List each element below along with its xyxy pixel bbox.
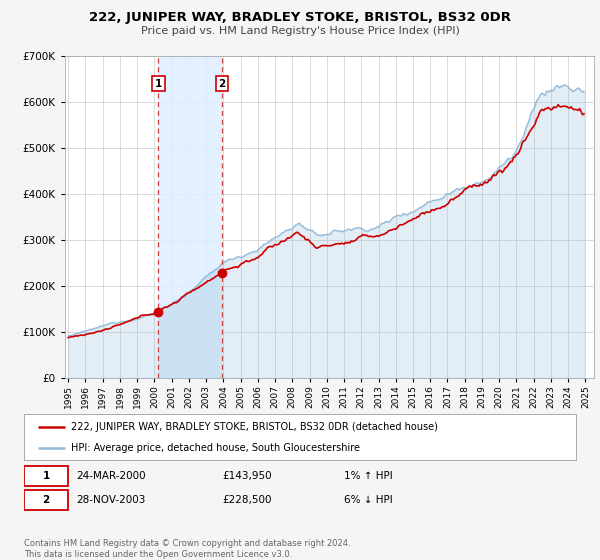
- Text: Price paid vs. HM Land Registry's House Price Index (HPI): Price paid vs. HM Land Registry's House …: [140, 26, 460, 36]
- FancyBboxPatch shape: [24, 490, 68, 510]
- Text: 222, JUNIPER WAY, BRADLEY STOKE, BRISTOL, BS32 0DR (detached house): 222, JUNIPER WAY, BRADLEY STOKE, BRISTOL…: [71, 422, 438, 432]
- Text: 24-MAR-2000: 24-MAR-2000: [76, 471, 146, 481]
- Text: 2: 2: [43, 495, 50, 505]
- Text: HPI: Average price, detached house, South Gloucestershire: HPI: Average price, detached house, Sout…: [71, 443, 360, 453]
- Text: Contains HM Land Registry data © Crown copyright and database right 2024.
This d: Contains HM Land Registry data © Crown c…: [24, 539, 350, 559]
- Text: 2: 2: [218, 78, 226, 88]
- Text: 1: 1: [43, 471, 50, 481]
- Text: £228,500: £228,500: [223, 495, 272, 505]
- FancyBboxPatch shape: [24, 466, 68, 486]
- Text: 6% ↓ HPI: 6% ↓ HPI: [344, 495, 393, 505]
- Text: 222, JUNIPER WAY, BRADLEY STOKE, BRISTOL, BS32 0DR: 222, JUNIPER WAY, BRADLEY STOKE, BRISTOL…: [89, 11, 511, 24]
- Text: 1% ↑ HPI: 1% ↑ HPI: [344, 471, 393, 481]
- Text: 28-NOV-2003: 28-NOV-2003: [76, 495, 146, 505]
- Text: £143,950: £143,950: [223, 471, 272, 481]
- Bar: [158, 56, 222, 378]
- Text: 1: 1: [155, 78, 162, 88]
